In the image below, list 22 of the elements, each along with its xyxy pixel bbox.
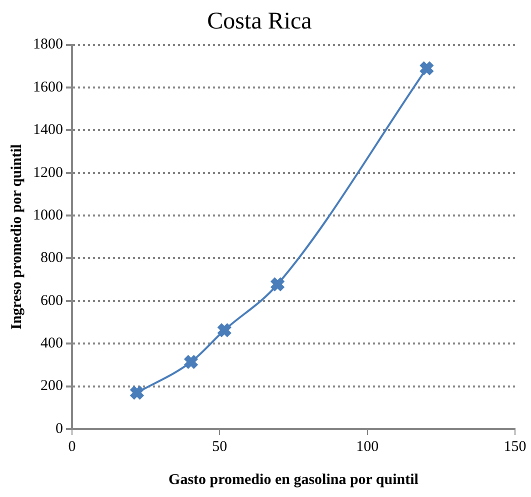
x-tick-label: 50 [212,438,228,455]
y-tick-label: 1400 [33,122,63,138]
y-tick-label: 1800 [33,36,63,53]
x-tick-label: 0 [68,438,76,455]
chart-title: Costa Rica [207,8,312,35]
point [270,276,286,292]
x-axis-title: Gasto promedio en gasolina por quintil [168,472,418,488]
point [129,384,145,401]
y-tick-label: 1600 [33,79,63,96]
y-tick-label: 200 [40,378,63,394]
x-tick-label: 100 [356,438,379,455]
point [418,60,435,76]
point [216,322,232,338]
y-tick-label: 0 [56,420,63,437]
y-tick-label: 600 [40,292,63,309]
point [183,354,199,370]
y-tick-label: 800 [40,250,63,266]
y-tick-label: 400 [40,336,63,352]
x-tick-label: 150 [504,438,526,455]
y-tick-label: 1000 [33,207,63,224]
y-tick-label: 1200 [33,164,63,181]
y-axis-title: Ingreso promedio por quintil [8,144,25,330]
